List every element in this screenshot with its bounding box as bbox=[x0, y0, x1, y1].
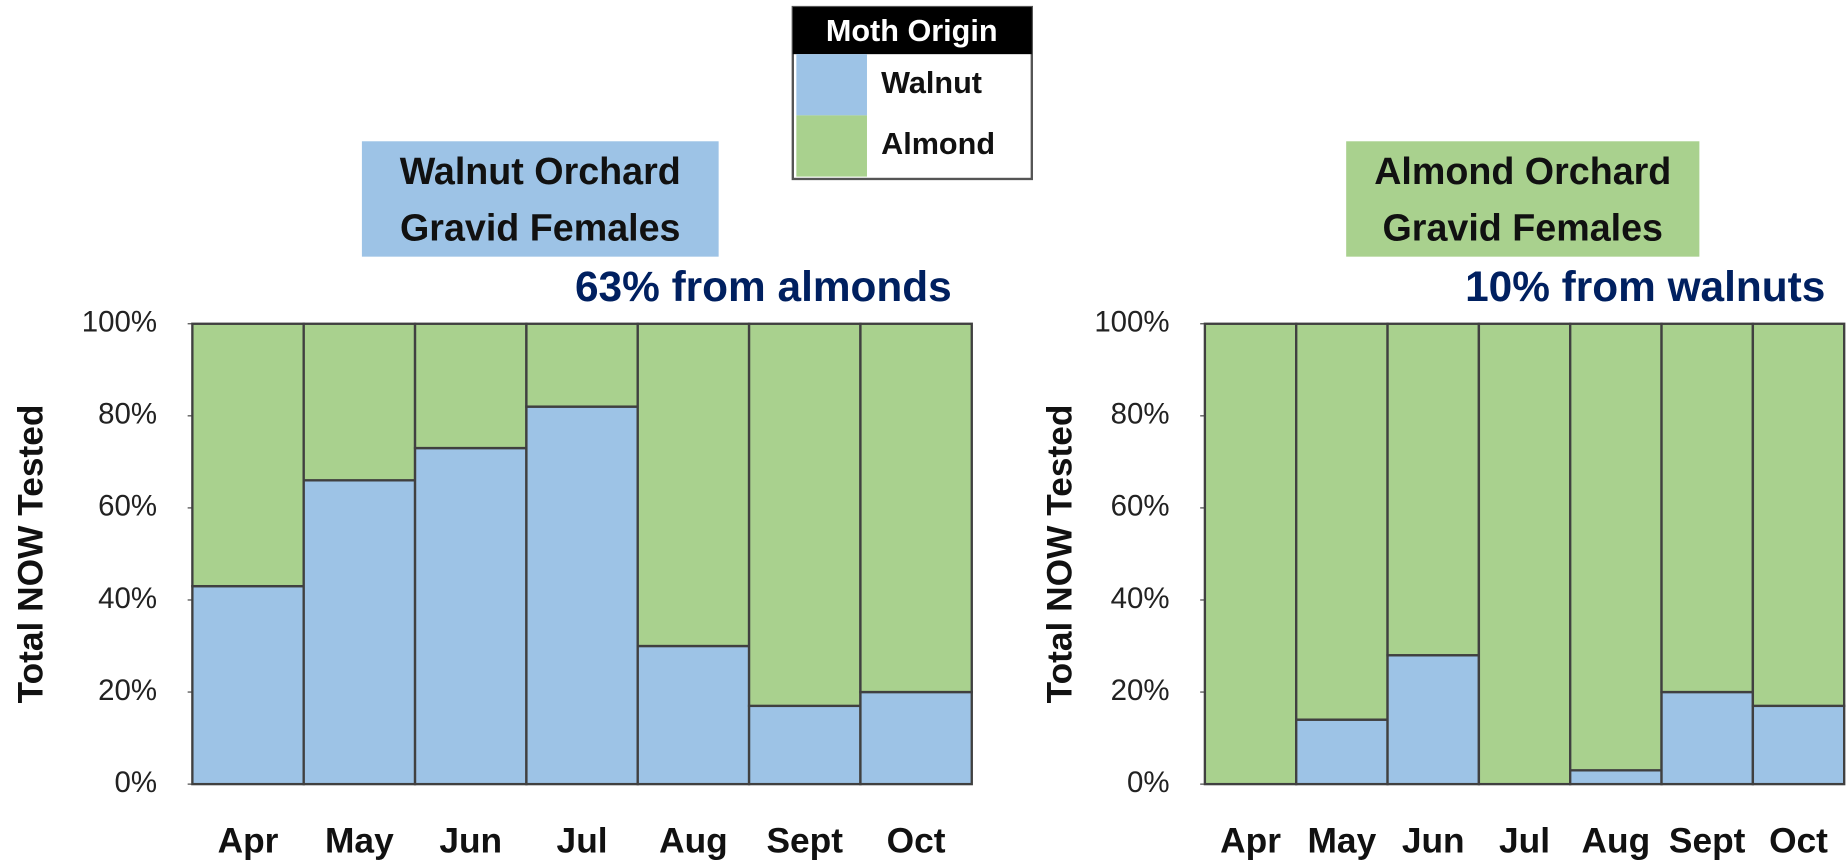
chart-subtitle: 10% from walnuts bbox=[1465, 263, 1825, 310]
legend-swatch bbox=[796, 115, 867, 177]
y-tick-label: 0% bbox=[1127, 766, 1170, 799]
legend-label: Walnut bbox=[881, 66, 982, 100]
x-tick-label: Sept bbox=[1669, 821, 1746, 860]
legend-title: Moth Origin bbox=[826, 14, 998, 48]
chart-title: Gravid Females bbox=[400, 207, 680, 249]
bar-segment bbox=[191, 584, 305, 786]
y-tick-label: 100% bbox=[1094, 306, 1169, 339]
bar-segment bbox=[1660, 322, 1755, 694]
y-tick-label: 80% bbox=[98, 398, 157, 431]
bar-segment bbox=[1569, 769, 1663, 786]
bar-segment bbox=[302, 322, 417, 482]
legend-swatch bbox=[796, 54, 867, 116]
bar-segment bbox=[525, 322, 639, 408]
bar-segment bbox=[1295, 322, 1389, 721]
legend: Moth Origin Walnut Almond bbox=[791, 5, 1033, 181]
bar-segment bbox=[636, 644, 751, 786]
legend-label: Almond bbox=[881, 127, 995, 161]
x-tick-label: Oct bbox=[1769, 821, 1828, 860]
bar-segment bbox=[1751, 704, 1846, 786]
x-tick-label: Jul bbox=[1499, 821, 1550, 860]
bar-segment bbox=[525, 405, 639, 786]
x-tick-label: May bbox=[1308, 821, 1377, 860]
bar-segment bbox=[413, 446, 528, 786]
bar-segment bbox=[191, 322, 305, 588]
y-tick-label: 40% bbox=[1111, 582, 1170, 615]
y-tick-label: 20% bbox=[1111, 674, 1170, 707]
bar-segment bbox=[859, 690, 973, 786]
x-tick-label: Apr bbox=[1220, 821, 1281, 860]
bar-segment bbox=[1569, 322, 1663, 772]
x-tick-label: Aug bbox=[1582, 821, 1651, 860]
y-tick-label: 40% bbox=[98, 582, 157, 615]
bar-segment bbox=[859, 322, 973, 694]
bar-segment bbox=[636, 322, 751, 648]
x-tick-label: Jun bbox=[439, 821, 502, 860]
bar-segment bbox=[1386, 654, 1481, 786]
bar-segment bbox=[747, 704, 862, 786]
x-tick-label: Jun bbox=[1402, 821, 1465, 860]
bar-segment bbox=[413, 322, 528, 450]
x-tick-label: May bbox=[325, 821, 394, 860]
y-tick-label: 100% bbox=[82, 306, 157, 339]
legend-header bbox=[792, 7, 1032, 55]
y-tick-label: 60% bbox=[98, 490, 157, 523]
bar-segment bbox=[1295, 718, 1389, 786]
y-tick-label: 60% bbox=[1111, 490, 1170, 523]
chart-title: Gravid Females bbox=[1383, 207, 1663, 249]
y-tick-label: 80% bbox=[1111, 398, 1170, 431]
title-box bbox=[1346, 141, 1700, 257]
title-box bbox=[361, 141, 719, 257]
bar-segment bbox=[1751, 322, 1846, 708]
bar-segment bbox=[1660, 690, 1755, 786]
chart-title: Walnut Orchard bbox=[400, 150, 681, 192]
x-tick-label: Apr bbox=[218, 821, 279, 860]
x-tick-label: Aug bbox=[659, 821, 728, 860]
x-tick-label: Sept bbox=[766, 821, 843, 860]
y-tick-label: 0% bbox=[115, 766, 158, 799]
bar-segment bbox=[302, 479, 417, 786]
bar-segment bbox=[1386, 322, 1481, 657]
chart-subtitle: 63% from almonds bbox=[575, 263, 952, 310]
bar-segment bbox=[747, 322, 862, 708]
y-axis-label: Total NOW Tested bbox=[1041, 405, 1080, 704]
x-tick-label: Oct bbox=[887, 821, 946, 860]
y-tick-label: 20% bbox=[98, 674, 157, 707]
y-axis-label: Total NOW Tested bbox=[12, 405, 51, 704]
chart-title: Almond Orchard bbox=[1374, 150, 1671, 192]
bar-segment bbox=[1203, 322, 1298, 786]
x-tick-label: Jul bbox=[557, 821, 608, 860]
bar-segment bbox=[1477, 322, 1572, 786]
